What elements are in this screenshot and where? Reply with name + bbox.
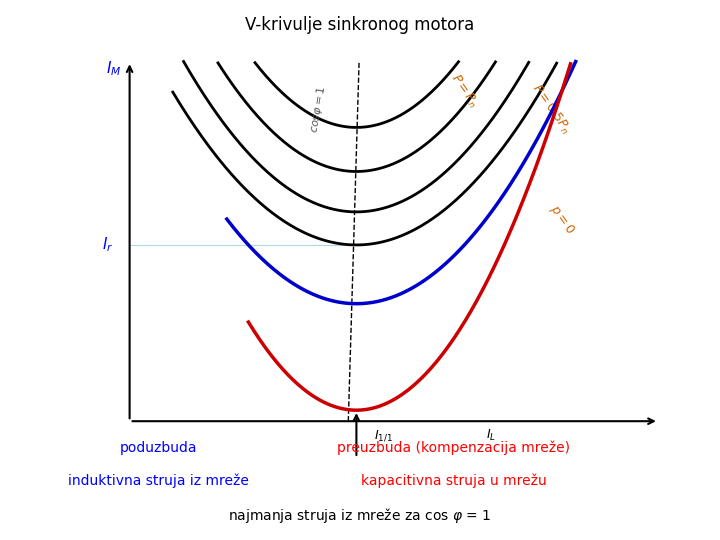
Text: $I_M$: $I_M$ xyxy=(106,59,121,78)
Text: $I_{1/1}$: $I_{1/1}$ xyxy=(374,429,393,443)
Text: $I_r$: $I_r$ xyxy=(102,235,114,254)
Text: induktivna struja iz mreže: induktivna struja iz mreže xyxy=(68,474,249,488)
Text: kapacitivna struja u mrežu: kapacitivna struja u mrežu xyxy=(361,474,546,488)
Text: najmanja struja iz mreže za cos $\varphi$ = 1: najmanja struja iz mreže za cos $\varphi… xyxy=(228,506,492,525)
Text: $P=0{,}5P_n$: $P=0{,}5P_n$ xyxy=(528,82,573,137)
Text: preuzbuda (kompenzacija mreže): preuzbuda (kompenzacija mreže) xyxy=(337,441,570,455)
Text: $p=0$: $p=0$ xyxy=(546,201,577,237)
Text: V-krivulje sinkronog motora: V-krivulje sinkronog motora xyxy=(246,16,474,34)
Text: $P=P_n$: $P=P_n$ xyxy=(448,71,481,110)
Text: poduzbuda: poduzbuda xyxy=(120,441,197,455)
Text: $cos\varphi = 1$: $cos\varphi = 1$ xyxy=(307,84,330,134)
Text: $I_L$: $I_L$ xyxy=(487,428,496,443)
